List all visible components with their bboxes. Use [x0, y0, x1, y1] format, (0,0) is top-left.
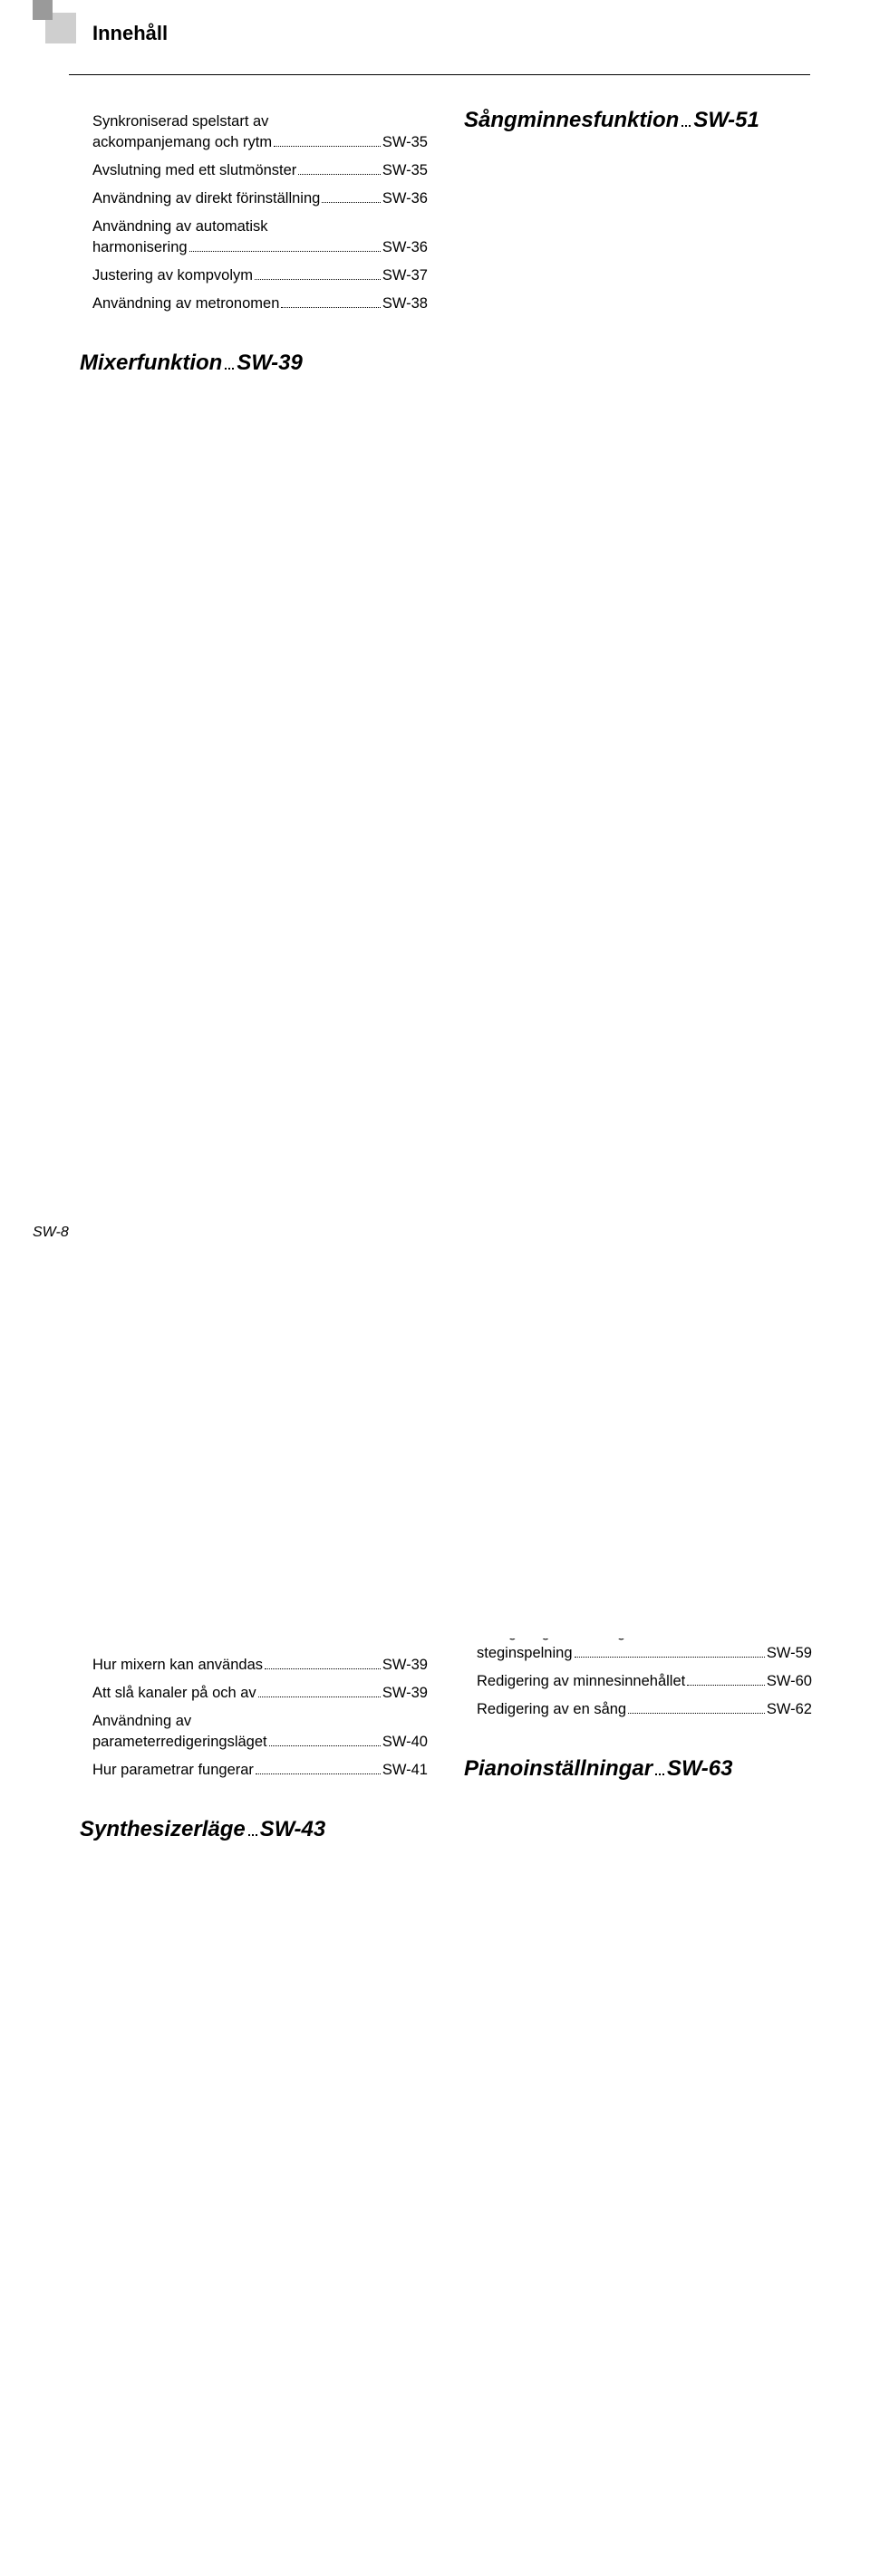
- toc-entry-page: SW-60: [767, 1673, 812, 1690]
- page-number: SW-8: [33, 1225, 69, 1241]
- toc-entry-label: Redigering av minnesinnehållet: [477, 1673, 685, 1690]
- toc-entry-label: Avslutning med ett slutmönster: [92, 162, 296, 179]
- toc-entry-label: Användning av metronomen: [92, 295, 279, 312]
- toc-entry-page: SW-41: [382, 1762, 428, 1779]
- toc-entry: Hur mixern kan användas SW-39: [92, 1651, 428, 1679]
- toc-section-page: SW-51: [693, 108, 870, 1396]
- toc-entry-label: Användning av: [92, 1713, 428, 1730]
- toc-entry-label: Hur parametrar fungerar: [92, 1762, 254, 1779]
- toc-section-title: Synthesizerläge: [80, 1817, 246, 1842]
- toc-leader-dots: [256, 1773, 381, 1774]
- toc-leader-dots: [281, 307, 380, 308]
- toc-entry-label: Att slå kanaler på och av: [92, 1685, 256, 1702]
- toc-leader-dots: [628, 1713, 765, 1714]
- toc-entry: Användning av parameterredigeringsläget SW…: [92, 1707, 428, 1756]
- toc-leader-dots: [687, 1685, 765, 1686]
- toc-entry-label: steginspelning: [477, 1645, 573, 1662]
- toc-entry-label: Justering av kompvolym: [92, 267, 253, 284]
- toc-entry-page: SW-36: [382, 190, 428, 207]
- toc-section-page: SW-63: [667, 1756, 870, 2576]
- toc-entry-page: SW-38: [382, 295, 428, 312]
- toc-leader-dots: [655, 1773, 664, 1775]
- toc-entry: Redigering av minnesinnehållet SW-60: [477, 1668, 812, 1696]
- toc-entry-page: SW-39: [382, 1685, 428, 1702]
- toc-entry: Användning av direkt förinställning SW-36: [92, 185, 428, 213]
- toc-entry: Redigering av en sång SW-62: [477, 1696, 812, 1724]
- toc-entry: Synkroniserad spelstart av ackompanjemang…: [92, 108, 428, 157]
- toc-section-title: Sångminnesfunktion: [464, 108, 679, 133]
- toc-entry-label: harmonisering: [92, 239, 188, 256]
- ornament-square-small: [33, 0, 53, 20]
- toc-entry: Användning av automatisk harmonisering SW-…: [92, 213, 428, 262]
- toc-entry: Att slå kanaler på och av SW-39: [92, 1679, 428, 1707]
- toc-section-title: Pianoinställningar: [464, 1756, 652, 1782]
- toc-entries: Synkroniserad spelstart av ackompanjemang…: [80, 108, 428, 327]
- toc-leader-dots: [255, 279, 381, 280]
- page-title: Innehåll: [92, 22, 168, 45]
- toc-entry-label: Användning av direkt förinställning: [92, 190, 320, 207]
- toc-entry: Avslutning med ett slutmönster SW-35: [92, 157, 428, 185]
- toc-section-heading: SynthesizerlägeSW-43: [80, 1817, 428, 2576]
- toc-entry-label: Redigering av en sång: [477, 1701, 626, 1718]
- toc-leader-dots: [575, 1657, 765, 1658]
- toc-entry: Hur parametrar fungerar SW-41: [92, 1756, 428, 1784]
- toc-entry-page: SW-62: [767, 1701, 812, 1718]
- toc-leader-dots: [269, 1745, 381, 1746]
- toc-section-title: Mixerfunktion: [80, 351, 222, 376]
- toc-entry-label: Användning av automatisk: [92, 218, 428, 235]
- toc-entry-label: Hur mixern kan användas: [92, 1657, 263, 1674]
- toc-column-left: Synkroniserad spelstart av ackompanjemang…: [80, 108, 428, 2576]
- toc-entry-page: SW-39: [382, 1657, 428, 1674]
- document-page: Innehåll Synkroniserad spelstart av ackom…: [0, 0, 870, 1288]
- toc-entry: Justering av kompvolym SW-37: [92, 262, 428, 290]
- toc-entry-page: SW-40: [382, 1734, 428, 1751]
- toc-entry-page: SW-35: [382, 162, 428, 179]
- toc-leader-dots: [298, 174, 381, 175]
- toc-leader-dots: [189, 251, 381, 252]
- toc-leader-dots: [248, 1834, 257, 1836]
- toc-entry-page: SW-35: [382, 134, 428, 151]
- toc-entries: Hur mixern kan användasSW-39Att slå kana…: [80, 1651, 428, 1793]
- toc-leader-dots: [322, 202, 381, 203]
- toc-leader-dots: [225, 368, 234, 370]
- toc-section-heading: MixerfunktionSW-39: [80, 351, 428, 1639]
- toc-leader-dots: [682, 125, 691, 127]
- toc-columns: Synkroniserad spelstart av ackompanjemang…: [0, 75, 870, 2576]
- toc-leader-dots: [274, 146, 381, 147]
- toc-entry-label: parameterredigeringsläget: [92, 1734, 267, 1751]
- corner-ornament: [33, 0, 76, 43]
- toc-entry: Användning av metronomen SW-38: [92, 290, 428, 318]
- toc-entry-label: ackompanjemang och rytm: [92, 134, 272, 151]
- toc-entry-label: Synkroniserad spelstart av: [92, 113, 428, 130]
- toc-entry-page: SW-59: [767, 1645, 812, 1662]
- page-header: Innehåll: [69, 0, 810, 75]
- toc-entry-page: SW-37: [382, 267, 428, 284]
- toc-entry-page: SW-36: [382, 239, 428, 256]
- toc-leader-dots: [265, 1668, 381, 1669]
